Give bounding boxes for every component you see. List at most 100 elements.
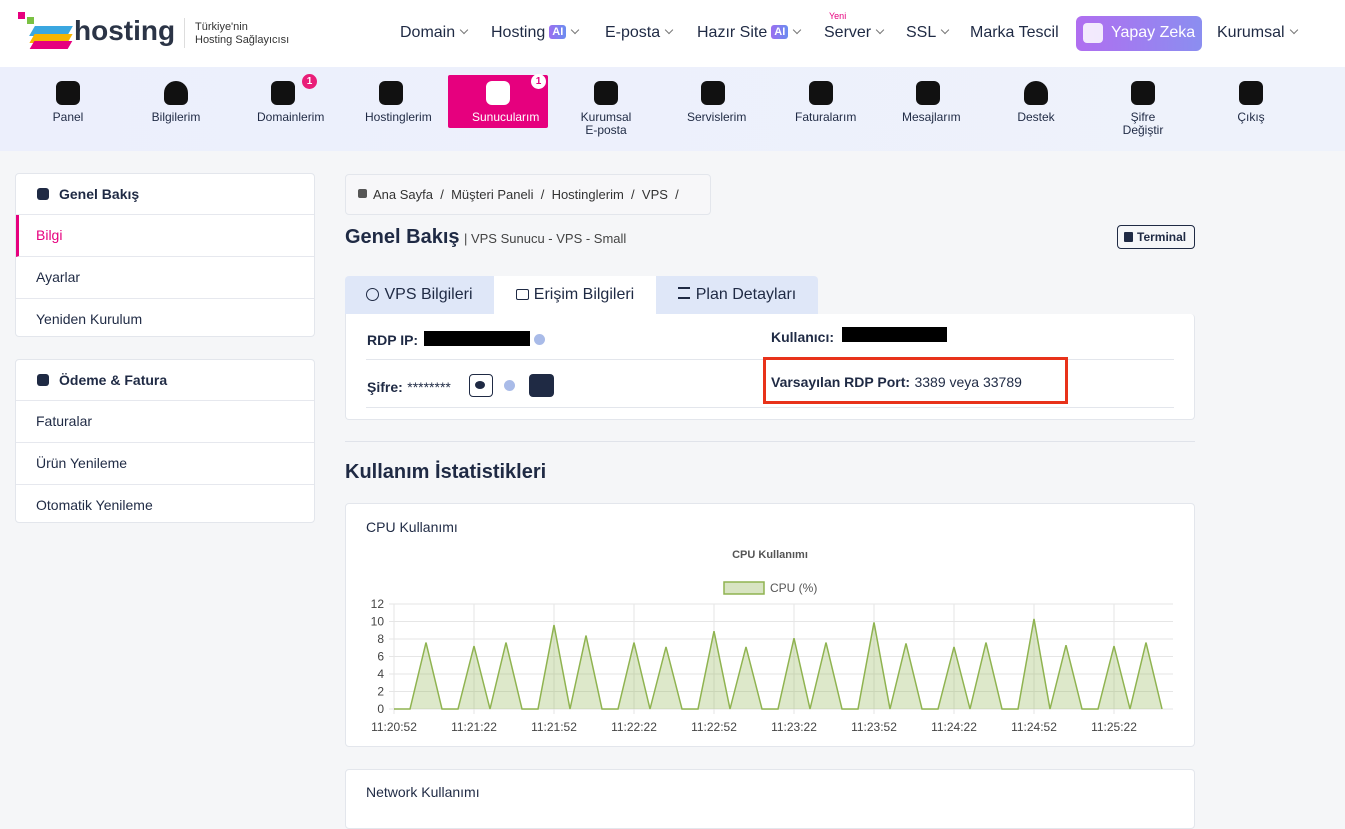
menu-item[interactable]: E-posta [605, 24, 674, 42]
network-card-title: Network Kullanımı [366, 784, 480, 800]
sidebar-item[interactable]: Ayarlar [16, 257, 314, 299]
y-tick-label: 0 [377, 702, 384, 716]
tagline: Türkiye'nin Hosting Sağlayıcısı [195, 21, 289, 47]
sidebar-item[interactable]: Ürün Yenileme [16, 443, 314, 485]
tab[interactable]: Erişim Bilgileri [494, 276, 656, 314]
sidebar-item[interactable]: Faturalar [16, 401, 314, 443]
menu-label: Hosting [491, 24, 546, 41]
stats-title: Kullanım İstatistikleri [345, 461, 547, 483]
terminal-label: Terminal [1137, 230, 1187, 244]
tab-label: VPS Bilgileri [384, 286, 473, 303]
menu-item[interactable]: Hosting AI [491, 24, 580, 42]
sidebar-title: Genel Bakış [16, 174, 314, 215]
legend-label: CPU (%) [770, 581, 817, 595]
nav-item[interactable]: Kurumsal E-posta [556, 75, 656, 137]
edit-button[interactable] [529, 374, 554, 397]
menu-item[interactable]: Marka Tescil [970, 24, 1059, 42]
y-tick-label: 2 [377, 685, 384, 699]
nav-icon [1239, 81, 1263, 105]
sidebar-item[interactable]: Bilgi [16, 215, 314, 257]
nav-item[interactable]: Bilgilerim [126, 75, 226, 128]
crumb[interactable]: Hostinglerim [551, 187, 624, 202]
nav-label: Şifre Değiştir [1122, 110, 1164, 137]
tab[interactable]: Plan Detayları [656, 276, 818, 314]
menu-item[interactable]: Hazır Site AI [697, 24, 802, 42]
page-subtitle: | VPS Sunucu - VPS - Small [463, 231, 627, 246]
x-tick-label: 11:23:22 [771, 720, 817, 734]
menu-label: Hazır Site [697, 24, 768, 41]
menu-item[interactable]: SSL [906, 24, 950, 42]
x-tick-label: 11:20:52 [371, 720, 417, 734]
nav-item[interactable]: Panel [18, 75, 118, 128]
cpu-card-title: CPU Kullanımı [366, 519, 458, 535]
top-bar: hosting Türkiye'nin Hosting Sağlayıcısı … [0, 0, 1345, 67]
y-tick-label: 8 [377, 632, 384, 646]
tagline-line: Hosting Sağlayıcısı [195, 34, 290, 46]
x-tick-label: 11:21:22 [451, 720, 497, 734]
copy-icon[interactable] [504, 380, 515, 391]
crumb-sep: / [631, 187, 635, 202]
nav-label: Panel [52, 110, 84, 124]
nav-icon [1024, 81, 1048, 105]
copy-icon[interactable] [534, 334, 545, 345]
ai-button[interactable]: Yapay Zeka [1076, 16, 1202, 51]
nav-icon [164, 81, 188, 105]
nav-icon [594, 81, 618, 105]
port-row: Varsayılan RDP Port: 3389 veya 33789 [771, 374, 1022, 392]
sidebar-item[interactable]: Yeniden Kurulum [36, 311, 143, 327]
sidebar-title: Ödeme & Fatura [16, 360, 314, 401]
nav-item[interactable]: Sunucularım 1 [448, 74, 548, 128]
user-label: Kullanıcı: [771, 329, 835, 345]
tab-label: Plan Detayları [695, 286, 797, 303]
y-tick-label: 12 [371, 597, 385, 611]
separator [345, 441, 1195, 442]
nav-label: Bilgilerim [151, 110, 201, 124]
port-label: Varsayılan RDP Port: [771, 374, 911, 390]
line [394, 618, 1163, 710]
menu-item[interactable]: Domain [400, 24, 469, 42]
ai-badge: AI [549, 25, 567, 39]
tab-label: Erişim Bilgileri [533, 286, 635, 303]
crumb[interactable]: VPS [641, 187, 668, 202]
crumb[interactable]: Müşteri Paneli [451, 187, 534, 202]
nav-badge: 1 [531, 74, 546, 89]
menu-item[interactable]: Server [824, 24, 885, 42]
sidebar-card: Ödeme & Fatura Faturalar Ürün Yenileme O… [15, 359, 315, 523]
nav-item[interactable]: Faturalarım [771, 75, 871, 128]
tagline-line: Türkiye'nin [195, 21, 248, 33]
tab[interactable]: VPS Bilgileri [345, 276, 494, 314]
nav-item[interactable]: Domainlerim 1 [233, 74, 333, 128]
menu-item[interactable]: Kurumsal [1217, 24, 1298, 42]
password-label: Şifre: [367, 379, 403, 395]
crumb[interactable]: Ana Sayfa [373, 187, 433, 202]
y-tick-label: 10 [371, 615, 385, 629]
page-heading: Genel Bakış | VPS Sunucu - VPS - Small [345, 226, 626, 249]
logo-text: hosting [74, 15, 176, 46]
sidebar-item[interactable]: Otomatik Yenileme [36, 497, 153, 513]
ai-badge: AI [771, 25, 789, 39]
x-tick-label: 11:22:22 [611, 720, 657, 734]
x-tick-label: 11:22:52 [691, 720, 737, 734]
x-tick-label: 11:23:52 [851, 720, 897, 734]
password-value: ******** [407, 379, 451, 395]
nav-item[interactable]: Şifre Değiştir [1093, 75, 1193, 137]
nav-icon [486, 81, 510, 105]
show-password-button[interactable] [469, 374, 493, 397]
menu-label: E-posta [605, 24, 661, 41]
nav-label: Faturalarım [795, 110, 857, 124]
terminal-button[interactable]: Terminal [1117, 225, 1195, 249]
nav-item[interactable]: Çıkış [1201, 75, 1301, 128]
menu-label: Server [824, 24, 872, 41]
crumb-sep: / [540, 187, 545, 202]
nav-badge: 1 [302, 74, 317, 89]
nav-item[interactable]: Hostinglerim [341, 75, 441, 128]
password-row: Şifre: ******** [367, 379, 451, 397]
crumb-sep: / [440, 187, 444, 202]
nav-icon [809, 81, 833, 105]
nav-label: Destek [1017, 110, 1055, 124]
nav-item[interactable]: Servislerim [663, 75, 763, 128]
x-tick-label: 11:25:22 [1091, 720, 1137, 734]
nav-label: Servislerim [687, 110, 747, 124]
nav-item[interactable]: Mesajlarım [878, 75, 978, 128]
nav-item[interactable]: Destek [986, 75, 1086, 128]
